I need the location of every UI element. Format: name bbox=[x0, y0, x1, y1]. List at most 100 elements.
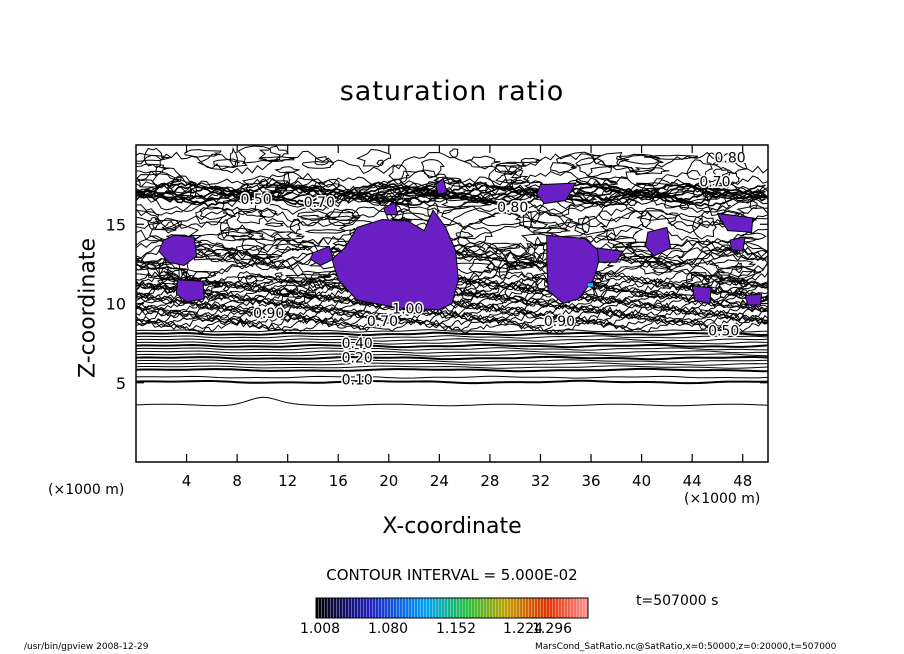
contour-line bbox=[713, 166, 731, 179]
contour-label: 0.70 bbox=[367, 314, 398, 330]
contour-line bbox=[581, 215, 590, 234]
supersaturated-region bbox=[744, 293, 763, 306]
supersaturated-region bbox=[546, 234, 602, 305]
x-tick-label: 28 bbox=[480, 472, 499, 490]
contour-line bbox=[136, 396, 768, 407]
colorbar-tick: 1.008 bbox=[300, 621, 341, 637]
contour-line bbox=[420, 159, 445, 178]
contour-line bbox=[237, 274, 274, 286]
contour-label: 0.70 bbox=[304, 195, 335, 211]
contour-line bbox=[555, 151, 602, 168]
contour-line bbox=[468, 258, 499, 282]
contour-line bbox=[136, 343, 768, 349]
peak-spot bbox=[586, 282, 594, 288]
contour-line bbox=[644, 291, 660, 298]
contour-line bbox=[736, 204, 768, 220]
contour-line bbox=[274, 272, 285, 278]
x-tick-label: 8 bbox=[232, 472, 242, 490]
contour-line bbox=[533, 236, 545, 263]
contour-line bbox=[712, 153, 748, 175]
contour-line bbox=[136, 315, 768, 332]
contour-line bbox=[462, 277, 501, 298]
contour-line bbox=[236, 207, 267, 225]
footer-program: /usr/bin/gpview 2008-12-29 bbox=[24, 642, 149, 652]
contour-line bbox=[328, 208, 362, 227]
footer-source: MarsCond_SatRatio.nc@SatRatio,x=0:50000,… bbox=[535, 642, 837, 652]
contour-line bbox=[494, 162, 523, 176]
contour-line bbox=[685, 271, 710, 287]
contour-interval: CONTOUR INTERVAL = 5.000E-02 bbox=[326, 566, 578, 584]
contour-line bbox=[136, 375, 768, 379]
contour-line bbox=[304, 229, 346, 234]
contour-line bbox=[136, 150, 768, 176]
colorbar-tick: 1.080 bbox=[368, 621, 409, 637]
contour-line bbox=[136, 210, 160, 230]
contour-line bbox=[136, 235, 768, 260]
contour-line bbox=[376, 159, 384, 167]
supersaturated-region bbox=[158, 234, 198, 267]
contour-line bbox=[545, 221, 587, 238]
contour-line bbox=[432, 176, 463, 185]
contour-line bbox=[244, 228, 294, 242]
contour-line bbox=[575, 176, 618, 188]
contour-line bbox=[455, 230, 474, 239]
contour-line bbox=[261, 280, 299, 296]
y-tick-label: 10 bbox=[106, 295, 126, 314]
colorbar-tick: 1.224 bbox=[503, 621, 544, 637]
y-tick-label: 5 bbox=[116, 374, 126, 393]
contour-line bbox=[136, 341, 768, 345]
contour-line bbox=[136, 331, 768, 337]
chart-title: saturation ratio bbox=[339, 76, 565, 107]
y-axis-ticks: 5 10 15 bbox=[106, 215, 768, 393]
contour-line bbox=[274, 166, 300, 173]
x-tick-label: 12 bbox=[278, 472, 297, 490]
contour-line bbox=[273, 243, 312, 251]
contour-line bbox=[518, 278, 539, 292]
contour-line bbox=[308, 279, 318, 300]
contour-line bbox=[161, 220, 177, 234]
contour-line bbox=[269, 231, 306, 242]
supersaturated-region bbox=[644, 226, 672, 257]
contour-line bbox=[596, 224, 644, 241]
x-tick-label: 16 bbox=[329, 472, 348, 490]
contour-line bbox=[686, 159, 713, 181]
contour-label: 0.40 bbox=[342, 336, 373, 352]
contour-line bbox=[737, 232, 768, 241]
contour-line bbox=[136, 353, 768, 357]
contour-label: 1.00 bbox=[392, 301, 423, 317]
contour-line bbox=[296, 210, 331, 222]
contour-line bbox=[651, 267, 673, 274]
contour-line bbox=[718, 276, 743, 299]
contour-line bbox=[136, 169, 768, 194]
contour-label: 0.80 bbox=[497, 200, 528, 216]
contour-line bbox=[713, 265, 762, 279]
contour-line bbox=[356, 148, 392, 168]
contour-line bbox=[449, 148, 459, 158]
x-tick-label: 32 bbox=[531, 472, 550, 490]
contour-line bbox=[636, 210, 679, 221]
x-axis-label: X-coordinate bbox=[382, 514, 522, 539]
contour-line bbox=[692, 215, 718, 240]
x-tick-label: 48 bbox=[733, 472, 752, 490]
contour-line bbox=[737, 284, 768, 303]
contour-line bbox=[136, 293, 768, 310]
supersaturated-region bbox=[691, 285, 712, 305]
contour-line bbox=[504, 280, 538, 306]
contour-line bbox=[136, 207, 768, 231]
contour-line bbox=[258, 145, 290, 163]
contour-line bbox=[575, 157, 613, 178]
contour-line bbox=[197, 153, 240, 170]
contour-line bbox=[136, 355, 768, 361]
supersaturated-region bbox=[435, 177, 448, 195]
colorbar-tick: 1.152 bbox=[436, 621, 477, 637]
contour-label: 0.10 bbox=[342, 373, 373, 389]
time-label: t=507000 s bbox=[636, 593, 719, 609]
contour-line bbox=[184, 149, 222, 158]
contour-line bbox=[279, 292, 312, 298]
y-axis-label: Z-coordinate bbox=[75, 238, 101, 378]
contour-line bbox=[229, 146, 238, 167]
contour-line bbox=[136, 365, 768, 369]
contour-labels: 0.80 0.70 0.50 0.70 0.80 1.00 0.90 0.70 0.90 0.50… bbox=[239, 149, 747, 390]
contour-line bbox=[388, 164, 410, 185]
contour-label: 0.50 bbox=[708, 323, 739, 339]
